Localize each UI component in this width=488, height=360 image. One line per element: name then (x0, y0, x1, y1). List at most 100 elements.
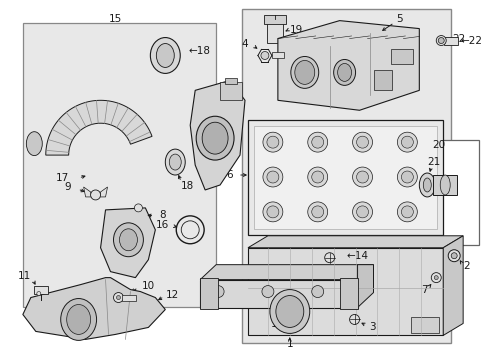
Circle shape (262, 285, 273, 298)
Ellipse shape (196, 116, 234, 160)
Polygon shape (200, 280, 357, 307)
Bar (253, 126, 436, 229)
Polygon shape (277, 21, 419, 110)
Bar (34, 285, 48, 293)
Text: 2: 2 (462, 261, 468, 271)
Text: ←18: ←18 (188, 45, 210, 55)
Bar (390, 49, 412, 64)
Circle shape (311, 136, 323, 148)
Polygon shape (101, 208, 155, 278)
Text: 8: 8 (159, 210, 165, 220)
Text: ←14: ←14 (346, 251, 368, 261)
Circle shape (437, 37, 443, 44)
Circle shape (311, 171, 323, 183)
Bar (23, 23, 216, 306)
Circle shape (401, 171, 412, 183)
Circle shape (116, 296, 120, 300)
Circle shape (397, 132, 416, 152)
Circle shape (430, 273, 440, 283)
Ellipse shape (290, 57, 318, 88)
Circle shape (266, 171, 278, 183)
Text: 4: 4 (241, 39, 248, 49)
Polygon shape (357, 265, 373, 307)
Ellipse shape (275, 296, 303, 328)
Bar (200, 278, 218, 310)
Polygon shape (23, 278, 165, 339)
Ellipse shape (337, 63, 351, 81)
Circle shape (401, 136, 412, 148)
Circle shape (349, 315, 359, 324)
Bar (374, 71, 392, 90)
Circle shape (356, 206, 368, 218)
Circle shape (401, 206, 412, 218)
Bar (220, 82, 242, 100)
Circle shape (263, 202, 282, 222)
Circle shape (435, 36, 446, 45)
Text: 17: 17 (56, 173, 69, 183)
Polygon shape (83, 187, 91, 197)
Circle shape (311, 206, 323, 218)
Bar (122, 294, 136, 301)
Ellipse shape (165, 149, 185, 175)
Text: 6: 6 (226, 170, 233, 180)
Ellipse shape (423, 178, 430, 192)
Ellipse shape (66, 305, 90, 334)
Circle shape (90, 190, 101, 200)
Ellipse shape (169, 154, 181, 170)
Bar (432, 175, 456, 195)
Circle shape (311, 285, 323, 298)
Circle shape (113, 293, 123, 302)
Circle shape (37, 292, 41, 296)
Ellipse shape (113, 223, 143, 257)
Ellipse shape (439, 175, 449, 195)
Bar (271, 53, 283, 58)
Circle shape (307, 167, 327, 187)
Text: 11: 11 (18, 271, 31, 281)
Text: 19: 19 (289, 24, 303, 35)
Circle shape (397, 167, 416, 187)
Ellipse shape (150, 37, 180, 73)
Circle shape (212, 285, 224, 298)
Text: 15: 15 (109, 14, 122, 24)
Bar (247, 120, 442, 235)
Circle shape (356, 171, 368, 183)
Ellipse shape (269, 289, 309, 333)
Bar (266, 23, 282, 42)
Circle shape (263, 167, 282, 187)
Bar (264, 15, 285, 24)
Text: 21: 21 (427, 157, 440, 167)
Circle shape (352, 167, 372, 187)
Text: 16: 16 (155, 220, 168, 230)
Ellipse shape (119, 229, 137, 251)
Text: ←22: ←22 (459, 36, 481, 46)
Circle shape (397, 202, 416, 222)
Text: 12: 12 (165, 289, 179, 300)
Ellipse shape (294, 60, 314, 84)
Circle shape (352, 202, 372, 222)
Bar (399, 140, 478, 245)
Ellipse shape (156, 44, 174, 67)
Circle shape (266, 206, 278, 218)
Text: 7: 7 (420, 284, 427, 294)
Bar (339, 278, 357, 310)
Bar (247, 248, 442, 336)
Text: 20: 20 (432, 140, 445, 150)
Circle shape (447, 250, 459, 262)
Bar (224, 78, 237, 84)
Circle shape (261, 51, 268, 59)
Text: 3: 3 (368, 323, 375, 332)
Polygon shape (200, 265, 373, 280)
Text: 22: 22 (451, 33, 465, 44)
Bar (443, 37, 457, 45)
Text: 18: 18 (180, 181, 193, 191)
Polygon shape (247, 236, 462, 248)
Text: 5: 5 (395, 14, 402, 24)
Circle shape (356, 136, 368, 148)
Polygon shape (442, 236, 462, 336)
Circle shape (263, 132, 282, 152)
Text: 10: 10 (142, 280, 155, 291)
Circle shape (324, 253, 334, 263)
Polygon shape (190, 80, 244, 190)
Ellipse shape (419, 173, 434, 197)
Ellipse shape (26, 132, 42, 156)
